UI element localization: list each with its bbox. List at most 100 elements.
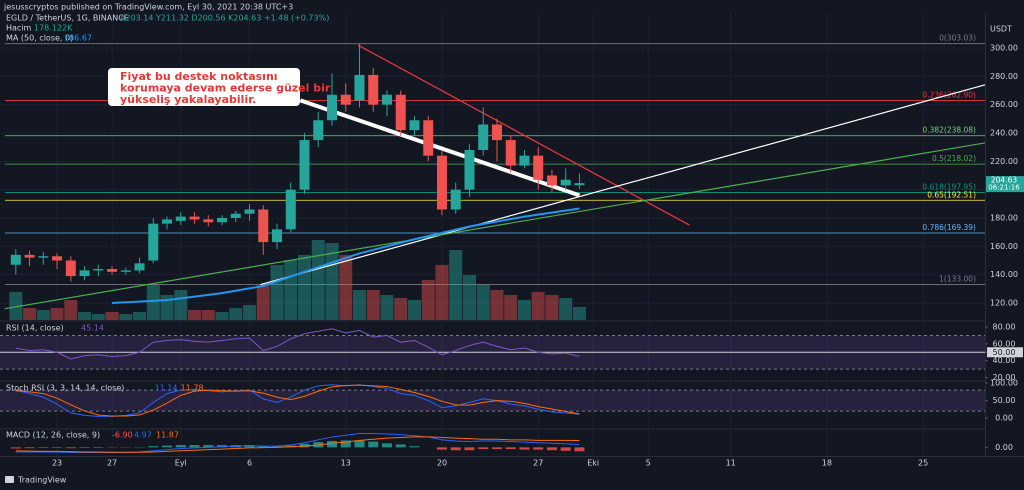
legend-value: 11.14 (155, 384, 178, 393)
y-tick-label: 300.00 (990, 44, 1018, 53)
volume-bar (201, 310, 215, 320)
candle-body (258, 209, 269, 243)
y-tick-label: 220.00 (990, 157, 1018, 166)
volume-bar (50, 308, 64, 320)
y-tick-label: 280.00 (990, 72, 1018, 81)
footer-logo (5, 476, 14, 483)
histogram-bar (354, 440, 365, 448)
x-tick-label: 5 (646, 459, 651, 468)
histogram-bar (519, 447, 530, 450)
tick-box (987, 347, 1023, 358)
candle-body (203, 219, 214, 223)
fib-label: 0.65(192.51) (927, 190, 976, 199)
indicator-line (15, 384, 580, 417)
x-tick-label: 11 (726, 459, 736, 468)
histogram-bar (409, 446, 420, 448)
volume-bar (215, 311, 229, 320)
x-tick-label: 6 (247, 459, 252, 468)
volume-bar (78, 311, 92, 320)
histogram-bar (175, 445, 186, 448)
histogram-bar (272, 446, 283, 448)
histogram-bar (189, 445, 200, 448)
ma-value: 186.67 (64, 34, 92, 43)
candle-body (395, 94, 406, 131)
legend-value: 11.78 (181, 384, 204, 393)
currency: USDT (990, 25, 1012, 34)
volume-bar (311, 240, 325, 320)
volume-bar (119, 314, 133, 320)
histogram-bar (574, 447, 585, 452)
candle-body (409, 120, 420, 131)
volume-bar (366, 290, 380, 320)
trendline (299, 98, 581, 198)
candle-body (38, 256, 49, 258)
volume-bar (133, 311, 147, 320)
band (0, 390, 985, 412)
x-tick-label: 27 (107, 459, 117, 468)
y-tick-label: 140.00 (990, 270, 1018, 279)
trendline (357, 44, 690, 226)
histogram-bar (10, 447, 21, 449)
plot: 23 27 Eyl 6 13 20 27 Eki 5 11 18 25 120.00 140.00 160.… (0, 14, 1024, 468)
candle-body (491, 124, 502, 141)
fib-label: 0(303.03) (939, 34, 976, 43)
y-tick-label: 50.00 (993, 396, 1016, 405)
y-tick-label: 50.00 (993, 348, 1016, 357)
candle-body (478, 124, 489, 150)
volume-bar (504, 294, 518, 320)
volume-legend: Hacim (6, 24, 32, 33)
ma-line (111, 207, 580, 304)
candle-body (299, 140, 310, 190)
histogram-bar (148, 446, 159, 448)
fib-label: 0.786(169.39) (922, 223, 976, 232)
volume-bar (91, 314, 105, 320)
histogram-bar (38, 447, 49, 448)
candle-body (326, 94, 337, 121)
candle-body (10, 254, 21, 265)
volume-value: 178.122K (34, 24, 73, 33)
y-tick-label: 160.00 (990, 242, 1018, 251)
candle-body (217, 218, 228, 223)
histogram-bar (505, 447, 516, 450)
histogram-bar (203, 445, 214, 448)
countdown: 06:21:16 (988, 184, 1020, 192)
histogram-bar (381, 443, 392, 448)
x-tick-label: 20 (437, 459, 447, 468)
x-tick-label: 18 (822, 459, 832, 468)
candle-body (65, 260, 76, 277)
candle-body (189, 216, 200, 220)
volume-bar (517, 300, 531, 320)
volume-bar (559, 298, 573, 320)
indicator-line (15, 436, 580, 453)
fib-label: 0.618(197.95) (922, 183, 976, 192)
volume-bar (407, 300, 421, 320)
histogram-bar (52, 447, 63, 448)
ohlc-values: A203.14 Y211.32 D200.56 K204.63 +1.48 (+… (120, 14, 329, 23)
volume-bar (339, 254, 353, 320)
volume-bar (298, 254, 312, 320)
candle-body (52, 256, 63, 261)
candle-body (162, 219, 173, 224)
candle-body (134, 263, 145, 271)
histogram-bar (478, 447, 489, 450)
price-label: 204.63 (991, 176, 1017, 185)
fib-label: 0.382(238.08) (922, 126, 976, 135)
y-tick-label: 80.00 (993, 323, 1016, 332)
histogram-bar (436, 447, 447, 450)
volume-bar (490, 290, 504, 320)
histogram-bar (93, 447, 104, 448)
volume-bar (146, 284, 160, 320)
histogram-bar (217, 445, 228, 448)
volume-bar (243, 304, 257, 320)
histogram-bar (450, 447, 461, 451)
callout-box (108, 68, 300, 106)
histogram-bar (368, 441, 379, 448)
volume-bar (105, 311, 119, 320)
candle-body (93, 269, 104, 271)
candle-body (533, 155, 544, 180)
histogram-bar (533, 447, 544, 450)
candle-body (423, 120, 434, 156)
x-tick-label: 25 (918, 459, 928, 468)
candle-body (574, 183, 585, 186)
